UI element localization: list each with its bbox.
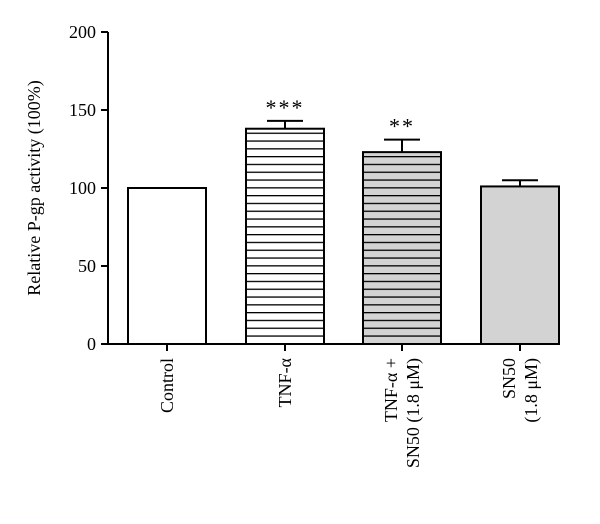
- category-label: TNF-α +: [381, 358, 401, 422]
- significance-label: **: [389, 114, 415, 139]
- category-label: SN50 (1.8 μM): [403, 358, 424, 468]
- y-tick-label: 50: [78, 256, 96, 276]
- significance-label: ***: [266, 95, 305, 120]
- category-label: SN50: [499, 358, 519, 399]
- bar: [245, 127, 325, 345]
- y-tick-label: 200: [69, 22, 96, 42]
- category-label: Control: [157, 358, 177, 413]
- bar: [480, 185, 560, 345]
- category-label: TNF-α: [275, 357, 295, 407]
- y-axis-title: Relative P-gp activity (100%): [24, 80, 45, 295]
- labels: 0 50 100 150 200 Relative P-gp activity (100%…: [24, 22, 542, 468]
- bars: [127, 119, 560, 345]
- y-tick-label: 150: [69, 100, 96, 120]
- bar: [362, 151, 442, 345]
- y-tick-label: 100: [69, 178, 96, 198]
- y-tick-label: 0: [87, 334, 96, 354]
- bar: [127, 187, 207, 345]
- category-label: (1.8 μM): [521, 358, 542, 423]
